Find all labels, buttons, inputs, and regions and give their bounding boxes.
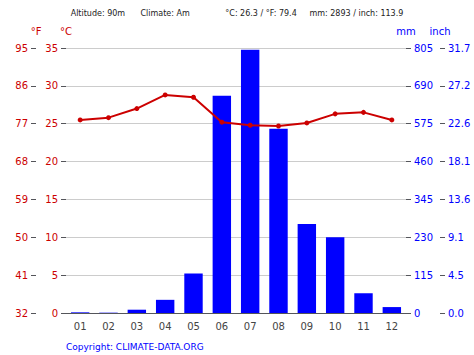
svg-text:230: 230 <box>414 232 433 243</box>
svg-text:460: 460 <box>414 156 433 167</box>
svg-text:25: 25 <box>45 118 58 129</box>
svg-text:10: 10 <box>329 321 342 332</box>
svg-text:°C: °C <box>60 26 72 37</box>
svg-text:01: 01 <box>74 321 87 332</box>
svg-text:inch: inch <box>430 26 451 37</box>
svg-text:68: 68 <box>15 156 28 167</box>
svg-text:13.6: 13.6 <box>448 194 470 205</box>
svg-text:41: 41 <box>15 270 28 281</box>
svg-text:86: 86 <box>15 80 28 91</box>
svg-text:04: 04 <box>159 321 172 332</box>
svg-text:575: 575 <box>414 118 433 129</box>
svg-text:18.1: 18.1 <box>448 156 470 167</box>
svg-text:22.6: 22.6 <box>448 118 470 129</box>
svg-text:03: 03 <box>130 321 143 332</box>
svg-text:77: 77 <box>15 118 28 129</box>
svg-text:690: 690 <box>414 80 433 91</box>
svg-text:59: 59 <box>15 194 28 205</box>
svg-text:50: 50 <box>15 232 28 243</box>
svg-text:Copyright: CLIMATE-DATA.ORG: Copyright: CLIMATE-DATA.ORG <box>66 342 204 352</box>
svg-text:32: 32 <box>15 308 28 319</box>
svg-text:07: 07 <box>244 321 257 332</box>
svg-text:11: 11 <box>357 321 370 332</box>
svg-text:10: 10 <box>45 232 58 243</box>
svg-text:0.0: 0.0 <box>448 308 464 319</box>
svg-text:15: 15 <box>45 194 58 205</box>
svg-text:12: 12 <box>385 321 398 332</box>
svg-text:30: 30 <box>45 80 58 91</box>
svg-text:9.1: 9.1 <box>448 232 464 243</box>
svg-text:08: 08 <box>272 321 285 332</box>
svg-text:345: 345 <box>414 194 433 205</box>
svg-text:115: 115 <box>414 270 433 281</box>
svg-text:4.5: 4.5 <box>448 270 464 281</box>
svg-text:20: 20 <box>45 156 58 167</box>
svg-text:805: 805 <box>414 43 433 54</box>
svg-text:27.2: 27.2 <box>448 80 470 91</box>
svg-text:06: 06 <box>215 321 228 332</box>
svg-text:31.7: 31.7 <box>448 43 470 54</box>
svg-text:Altitude: 90m Climate: Am: Altitude: 90m Climate: Am °C: 26.3 / °F:… <box>71 9 404 18</box>
svg-text:35: 35 <box>45 43 58 54</box>
svg-text:mm: mm <box>396 26 415 37</box>
svg-text:02: 02 <box>102 321 115 332</box>
svg-text:0: 0 <box>52 308 58 319</box>
svg-text:95: 95 <box>15 43 28 54</box>
svg-text:°F: °F <box>31 26 42 37</box>
svg-text:5: 5 <box>52 270 58 281</box>
svg-text:05: 05 <box>187 321 200 332</box>
svg-text:09: 09 <box>300 321 313 332</box>
svg-text:0: 0 <box>414 308 420 319</box>
